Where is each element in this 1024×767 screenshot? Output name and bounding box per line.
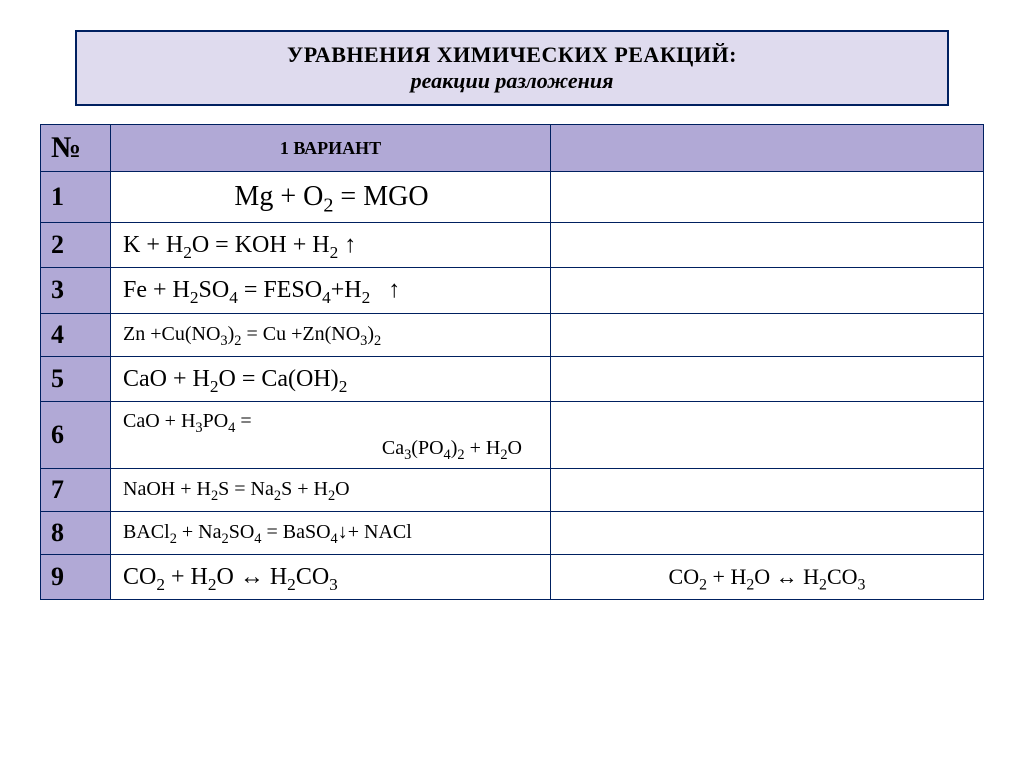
title-box: УРАВНЕНИЯ ХИМИЧЕСКИХ РЕАКЦИЙ: реакции ра… bbox=[75, 30, 950, 106]
right-cell bbox=[551, 268, 984, 313]
equation-cell: CO2 + H2O ↔ H2CO3 bbox=[111, 554, 551, 599]
equation-cell: NaOH + H2S = Na2S + H2O bbox=[111, 468, 551, 511]
title-line2: реакции разложения bbox=[97, 68, 928, 94]
row-number: 8 bbox=[41, 511, 111, 554]
row-number: 6 bbox=[41, 401, 111, 468]
equation-cell: Zn +Cu(NO3)2 = Cu +Zn(NO3)2 bbox=[111, 313, 551, 356]
right-cell bbox=[551, 172, 984, 223]
equation-cell: Mg + O2 = MGO bbox=[111, 172, 551, 223]
col-header-variant: 1 ВАРИАНТ bbox=[111, 125, 551, 172]
table-row: 8BACl2 + Na2SO4 = BaSO4↓+ NACl bbox=[41, 511, 984, 554]
title-line1: УРАВНЕНИЯ ХИМИЧЕСКИХ РЕАКЦИЙ: bbox=[97, 42, 928, 68]
right-cell: CO2 + H2O ↔ H2CO3 bbox=[551, 554, 984, 599]
row-number: 7 bbox=[41, 468, 111, 511]
table-row: 4Zn +Cu(NO3)2 = Cu +Zn(NO3)2 bbox=[41, 313, 984, 356]
row-number: 5 bbox=[41, 356, 111, 401]
row-number: 2 bbox=[41, 222, 111, 267]
row-number: 9 bbox=[41, 554, 111, 599]
row-number: 1 bbox=[41, 172, 111, 223]
table-row: 9CO2 + H2O ↔ H2CO3CO2 + H2O ↔ H2CO3 bbox=[41, 554, 984, 599]
right-cell bbox=[551, 222, 984, 267]
table-row: 2K + H2O = KOH + H2 ↑ bbox=[41, 222, 984, 267]
col-header-blank bbox=[551, 125, 984, 172]
equation-cell: BACl2 + Na2SO4 = BaSO4↓+ NACl bbox=[111, 511, 551, 554]
table-header-row: № 1 ВАРИАНТ bbox=[41, 125, 984, 172]
row-number: 4 bbox=[41, 313, 111, 356]
table-row: 3Fe + H2SO4 = FESO4+H2 ↑ bbox=[41, 268, 984, 313]
right-cell bbox=[551, 356, 984, 401]
right-cell bbox=[551, 468, 984, 511]
equations-table: № 1 ВАРИАНТ 1Mg + O2 = MGO2K + H2O = KOH… bbox=[40, 124, 984, 600]
table-row: 7NaOH + H2S = Na2S + H2O bbox=[41, 468, 984, 511]
equation-cell: CaO + H3PO4 =Ca3(PO4)2 + H2O bbox=[111, 401, 551, 468]
row-number: 3 bbox=[41, 268, 111, 313]
equation-cell: K + H2O = KOH + H2 ↑ bbox=[111, 222, 551, 267]
right-cell bbox=[551, 511, 984, 554]
right-cell bbox=[551, 313, 984, 356]
col-header-number: № bbox=[41, 125, 111, 172]
table-row: 5CaO + H2O = Ca(OH)2 bbox=[41, 356, 984, 401]
right-cell bbox=[551, 401, 984, 468]
equation-cell: CaO + H2O = Ca(OH)2 bbox=[111, 356, 551, 401]
table-row: 6CaO + H3PO4 =Ca3(PO4)2 + H2O bbox=[41, 401, 984, 468]
equation-cell: Fe + H2SO4 = FESO4+H2 ↑ bbox=[111, 268, 551, 313]
table-row: 1Mg + O2 = MGO bbox=[41, 172, 984, 223]
